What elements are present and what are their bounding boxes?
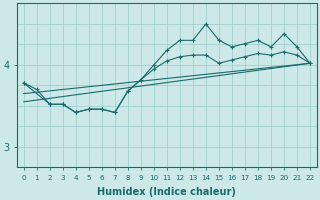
X-axis label: Humidex (Indice chaleur): Humidex (Indice chaleur)	[98, 187, 236, 197]
